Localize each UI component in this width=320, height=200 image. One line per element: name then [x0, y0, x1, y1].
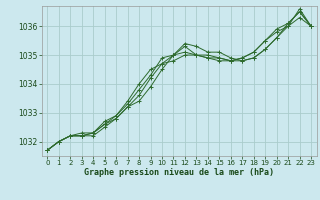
X-axis label: Graphe pression niveau de la mer (hPa): Graphe pression niveau de la mer (hPa): [84, 168, 274, 177]
